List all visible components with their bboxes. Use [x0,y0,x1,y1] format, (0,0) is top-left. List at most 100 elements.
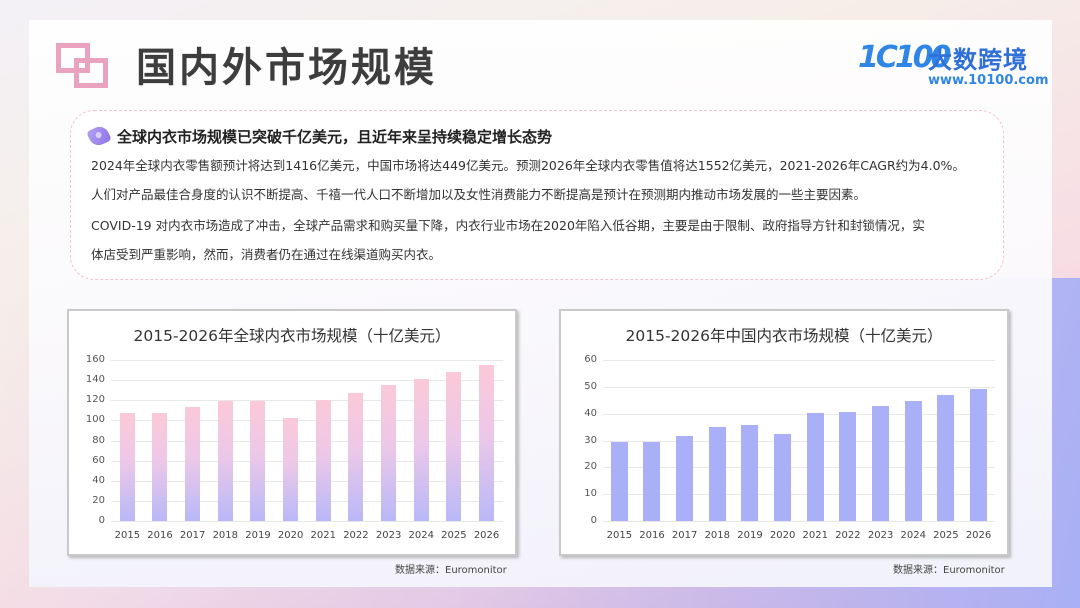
x-axis-tick: 2023 [867,530,894,541]
bar[interactable] [643,441,661,521]
x-axis-tick: 2023 [375,530,402,541]
bar[interactable] [708,426,726,521]
bar[interactable] [741,425,759,521]
bar-column: 2017 [669,360,701,541]
gridline [111,440,503,442]
x-axis-tick: 2025 [441,530,467,541]
y-axis-tick: 80 [92,434,105,446]
bar-column: 2020 [767,360,799,541]
bar[interactable] [970,388,988,521]
bar[interactable] [283,418,299,521]
summary-box: 全球内衣市场规模已突破千亿美元，且近年来呈持续稳定增长态势 2024年全球内衣零… [70,110,1004,280]
bar[interactable] [904,400,922,521]
y-axis-tick: 0 [590,515,597,526]
gridline [111,500,503,502]
bar-series: 2015 2016 2017 2018 2019 2020 2021 2022 2023 2024… [111,360,503,541]
bar-column: 2016 [144,360,176,541]
bar[interactable] [872,406,890,521]
bar-column: 2016 [636,360,668,541]
gridline [111,380,503,382]
bar[interactable] [413,378,429,521]
y-axis-tick: 120 [85,394,105,406]
y-axis-tick: 160 [85,354,105,365]
y-axis-tick: 140 [85,374,105,386]
bar[interactable] [774,434,792,521]
y-axis-tick: 60 [584,354,597,365]
bar[interactable] [839,412,857,521]
summary-paragraph: 2024年全球内衣零售额预计将达到1416亿美元，中国市场将达449亿美元。预测… [91,158,965,173]
y-axis-tick: 10 [584,488,597,500]
bar-column: 2015 [603,360,635,541]
x-axis-tick: 2016 [639,530,665,541]
plot-area: 0 20 40 60 80 100 120 140 160 2015 2016 2017 2018 201… [86,354,503,541]
gridline [111,521,503,522]
bar[interactable] [381,385,397,521]
y-axis-tick: 20 [92,494,105,506]
bar[interactable] [119,413,135,521]
x-axis-tick: 2015 [606,530,633,541]
chart-title: 2015-2026年中国内衣市场规模（十亿美元） [625,327,943,345]
gridline [603,413,995,415]
tag-icon [86,123,112,149]
gridline [111,480,503,482]
bar-column: 2019 [242,360,274,541]
bar[interactable] [676,436,694,521]
page-title: 国内外市场规模 [136,45,437,91]
bar[interactable] [348,393,364,521]
brand-logo[interactable]: 1C100 大数跨境 www.10100.com [858,40,1049,92]
bar[interactable] [217,401,233,521]
y-axis-tick: 20 [584,461,597,473]
x-axis-tick: 2021 [310,530,336,541]
x-axis-tick: 2018 [704,530,731,541]
gridline [603,386,995,388]
logo-name: 大数跨境 [928,46,1028,74]
gridline [603,360,995,361]
y-axis-tick: 0 [98,515,105,526]
bar-column: 2025 [930,360,962,541]
y-axis-tick: 30 [584,434,597,446]
bar[interactable] [250,401,266,521]
bar[interactable] [185,407,201,521]
chart-title: 2015-2026年全球内衣市场规模（十亿美元） [133,327,451,345]
y-axis-tick: 50 [584,380,597,392]
bar[interactable] [479,364,495,521]
gridline [603,521,995,522]
y-axis-tick: 40 [584,407,597,419]
gridline [603,467,995,469]
bar-column: 2024 [405,360,437,541]
china-market-chart: 2015-2026年中国内衣市场规模（十亿美元） 0 10 20 30 40 50 60 20… [559,309,1009,556]
bar-column: 2023 [373,360,405,541]
x-axis-tick: 2015 [114,530,141,541]
bar-column: 2015 [111,360,143,541]
x-axis-tick: 2024 [408,530,434,541]
bar-column: 2022 [340,360,372,541]
bar-column: 2018 [209,360,241,541]
bar-column: 2025 [438,360,470,541]
gridline [603,494,995,496]
gridline [111,400,503,402]
bar[interactable] [806,413,824,521]
y-axis-tick: 40 [92,474,105,486]
y-axis-tick: 60 [92,454,105,466]
bar[interactable] [610,442,628,521]
gridline [111,420,503,422]
x-axis-tick: 2020 [277,530,304,541]
global-market-chart: 2015-2026年全球内衣市场规模（十亿美元） 0 20 40 60 80 100 120… [67,309,517,556]
gridline [111,360,503,361]
bar-column: 2024 [897,360,929,541]
bar[interactable] [152,413,168,521]
summary-paragraph: 体店受到严重影响，然而，消费者仍在通过在线渠道购买内衣。 [91,247,442,262]
x-axis-tick: 2019 [245,530,271,541]
bar[interactable] [937,394,955,521]
data-source-right: 数据来源：Euromonitor [893,565,1005,576]
bar-column: 2021 [799,360,831,541]
x-axis-tick: 2017 [179,530,206,541]
summary-paragraph: 人们对产品最佳合身度的认识不断提高、千禧一代人口不断增加以及女性消费能力不断提高… [91,187,867,202]
x-axis-tick: 2021 [802,530,828,541]
bar[interactable] [315,400,331,521]
bar[interactable] [446,372,462,521]
gridline [603,440,995,442]
overlapping-squares-icon [56,43,112,89]
x-axis-tick: 2022 [343,530,369,541]
bar-series: 2015 2016 2017 2018 2019 2020 2021 2022 2023 2024… [603,360,995,541]
